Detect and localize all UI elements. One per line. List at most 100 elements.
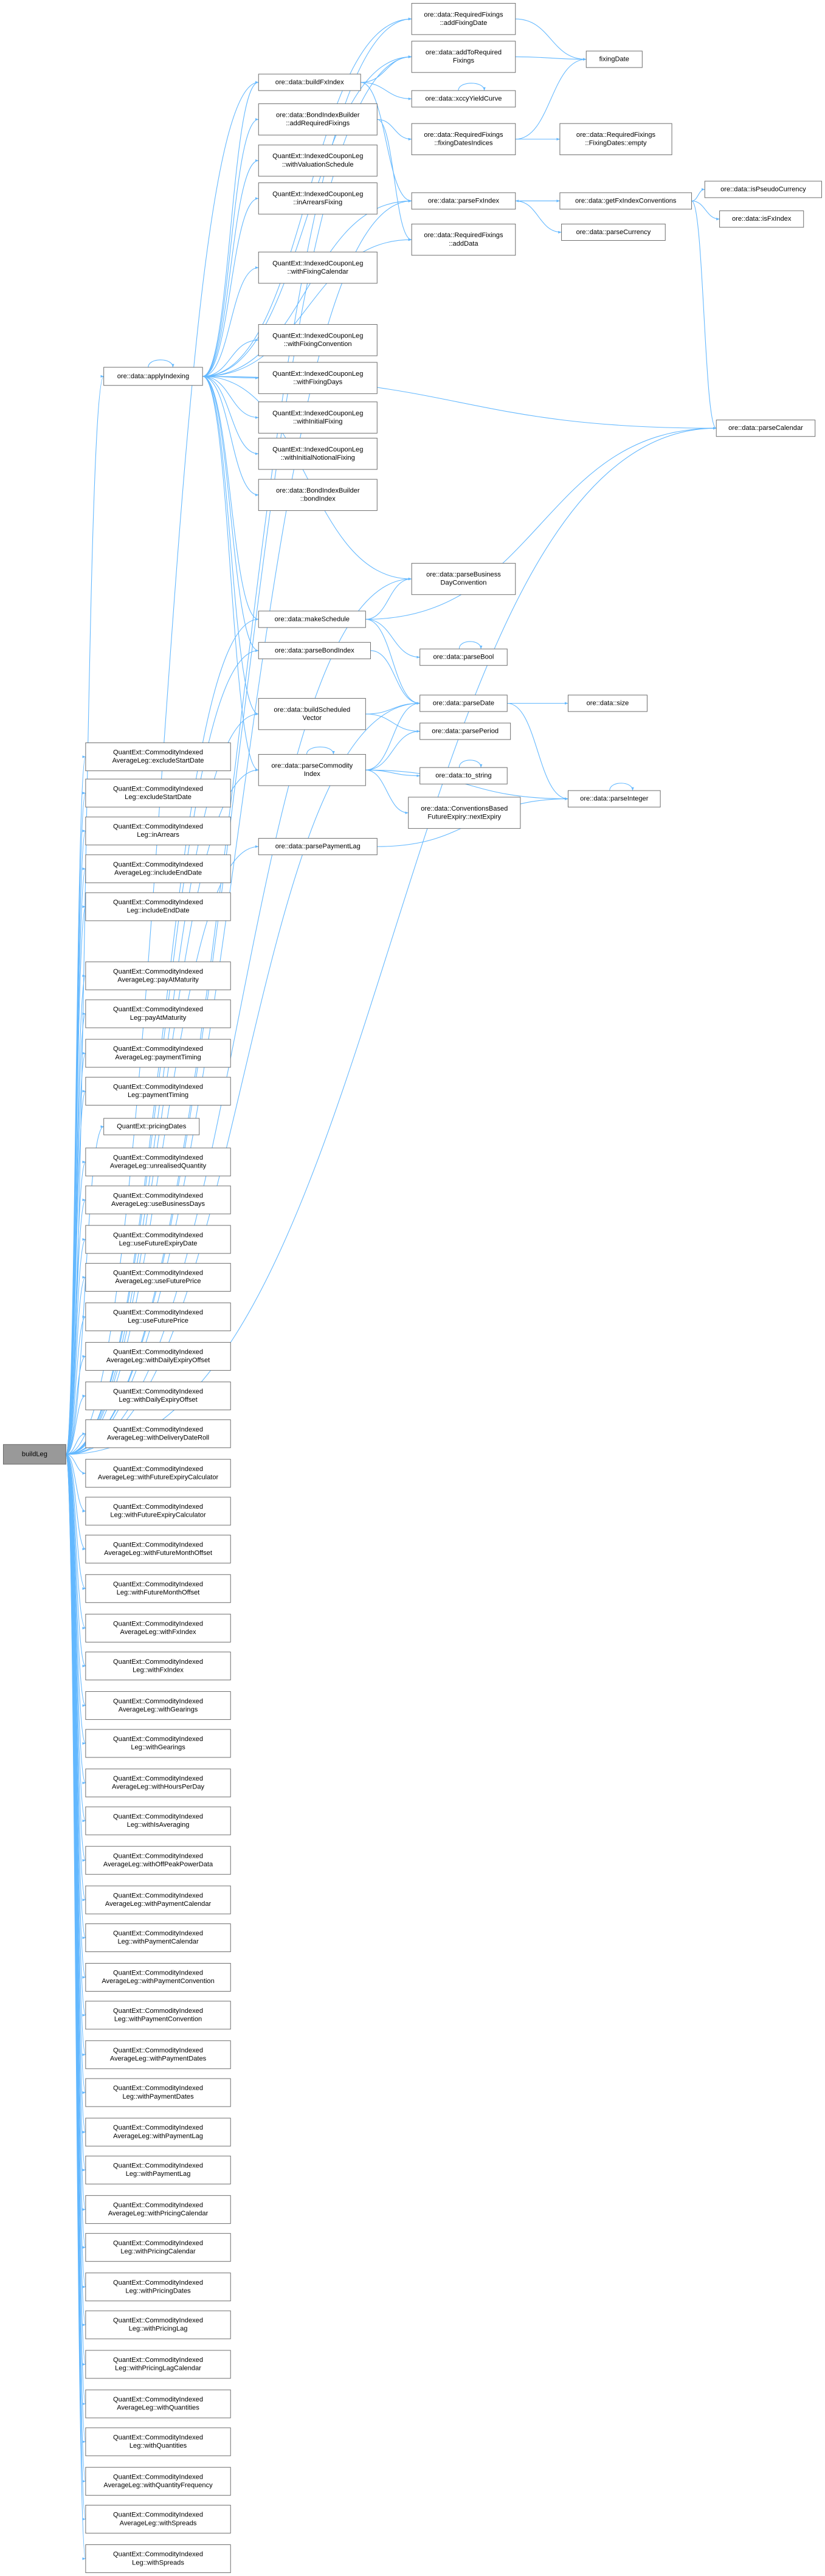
edge <box>306 746 335 755</box>
edge <box>202 376 259 716</box>
node: ore::data::RequiredFixings::FixingDates:… <box>559 123 672 156</box>
node: QuantExt::CommodityIndexedAverageLeg::us… <box>85 1262 231 1292</box>
node: QuantExt::CommodityIndexedAverageLeg::in… <box>85 854 231 884</box>
node-label: ::withValuationSchedule <box>282 161 354 168</box>
node-label: Leg::withPricingCalendar <box>120 2248 196 2255</box>
node-box <box>2 1444 66 1465</box>
node-label: ::fixingDatesIndices <box>434 140 493 147</box>
node-label: AverageLeg::unrealisedQuantity <box>110 1163 207 1170</box>
node-label: AverageLeg::withDailyExpiryOffset <box>106 1357 210 1364</box>
node-label: ore::data::size <box>587 699 629 707</box>
edge <box>515 58 587 140</box>
node-label: QuantExt::IndexedCouponLeg <box>272 260 363 267</box>
node-label: ore::data::makeSchedule <box>275 615 350 623</box>
node: QuantExt::IndexedCouponLeg::withFixingDa… <box>258 362 378 394</box>
node-label: ore::data::BondIndexBuilder <box>276 487 360 494</box>
node-label: QuantExt::IndexedCouponLeg <box>272 446 363 453</box>
node-label: QuantExt::CommodityIndexed <box>113 2085 203 2092</box>
node-label: QuantExt::CommodityIndexed <box>113 749 203 757</box>
node: ore::data::parsePaymentLag <box>258 838 378 856</box>
node-label: AverageLeg::includeEndDate <box>114 869 202 876</box>
node-label: ore::data::applyIndexing <box>117 373 189 380</box>
node-label: ::withFixingConvention <box>284 341 352 348</box>
node-label: Leg::useFutureExpiryDate <box>119 1240 198 1247</box>
node-label: QuantExt::pricingDates <box>117 1123 187 1130</box>
node-label: QuantExt::CommodityIndexed <box>113 2202 203 2209</box>
edge <box>202 266 259 377</box>
edge <box>609 783 634 791</box>
node-box <box>85 1342 231 1371</box>
edge <box>507 702 568 800</box>
node-label: AverageLeg::useFuturePrice <box>116 1278 201 1285</box>
node-box <box>258 838 378 856</box>
node-box <box>716 420 816 437</box>
node: QuantExt::CommodityIndexedAverageLeg::wi… <box>85 1846 231 1875</box>
node-label: ore::data::buildFxIndex <box>275 78 344 86</box>
node-label: QuantExt::CommodityIndexed <box>113 1466 203 1473</box>
node-box <box>85 2505 231 2534</box>
node: QuantExt::CommodityIndexedAverageLeg::wi… <box>85 2505 231 2534</box>
node-label: QuantExt::CommodityIndexed <box>113 2512 203 2519</box>
edge <box>66 769 259 1455</box>
node: QuantExt::CommodityIndexedLeg::payAtMatu… <box>85 999 231 1028</box>
node-label: QuantExt::CommodityIndexed <box>113 1698 203 1705</box>
node-label: Leg::withFutureMonthOffset <box>117 1589 200 1596</box>
node: QuantExt::CommodityIndexedLeg::withFutur… <box>85 1497 231 1526</box>
node-label: QuantExt::CommodityIndexed <box>113 2317 203 2324</box>
node-label: ore::data::parseCommodity <box>271 762 353 769</box>
edge <box>66 427 717 1455</box>
node-label: ore::data::parseCalendar <box>728 424 803 432</box>
node-label: ore::data::buildScheduled <box>274 706 350 713</box>
node-box <box>85 1846 231 1875</box>
node-box <box>85 1574 231 1603</box>
edge <box>377 119 412 241</box>
node-label: ::addRequiredFixings <box>286 120 350 127</box>
edge <box>361 81 412 203</box>
node-box <box>719 210 804 228</box>
node-label: Vector <box>303 715 322 722</box>
node-label: ore::data::parseDate <box>433 699 494 707</box>
edge <box>365 769 568 800</box>
node: ore::data::RequiredFixings::fixingDatesI… <box>411 123 516 156</box>
node-box <box>411 192 516 210</box>
node-label: QuantExt::IndexedCouponLeg <box>272 153 363 160</box>
node-box <box>85 1459 231 1488</box>
edge <box>365 702 420 715</box>
node: ore::data::parseBondIndex <box>258 642 371 659</box>
node: QuantExt::CommodityIndexedAverageLeg::un… <box>85 1148 231 1177</box>
node: ore::data::isPseudoCurrency <box>704 181 823 198</box>
node-box <box>85 1962 231 1992</box>
edge <box>66 1454 86 1475</box>
node: QuantExt::CommodityIndexedLeg::withFxInd… <box>85 1652 231 1681</box>
node-label: Leg::useFuturePrice <box>128 1317 188 1324</box>
edge <box>361 55 412 83</box>
node-label: AverageLeg::withDeliveryDateRoll <box>107 1434 209 1441</box>
node-label: QuantExt::CommodityIndexed <box>113 1736 203 1743</box>
node-box <box>85 743 231 772</box>
node-label: QuantExt::CommodityIndexed <box>113 1813 203 1820</box>
node-label: buildLeg <box>22 1450 47 1458</box>
node-box <box>704 181 823 198</box>
edge <box>202 376 259 621</box>
edge <box>202 339 259 377</box>
node: QuantExt::CommodityIndexedLeg::withPayme… <box>85 2001 231 2030</box>
edge <box>65 1315 86 1455</box>
node-label: ore::data::parseBondIndex <box>275 647 354 654</box>
node-box <box>85 2195 231 2224</box>
node-box <box>258 753 366 786</box>
node: QuantExt::CommodityIndexedAverageLeg::wi… <box>85 1342 231 1371</box>
node-box <box>85 1185 231 1214</box>
node-box <box>85 1652 231 1681</box>
node-box <box>103 367 203 386</box>
edge <box>66 1355 86 1455</box>
node-label: AverageLeg::payAtMaturity <box>117 976 199 983</box>
node: QuantExt::CommodityIndexedLeg::withFutur… <box>85 1574 231 1603</box>
edge <box>377 119 412 141</box>
node-label: QuantExt::CommodityIndexed <box>113 1309 203 1317</box>
edge <box>202 376 259 455</box>
node-box <box>85 2310 231 2339</box>
node-box <box>85 2427 231 2456</box>
edge <box>65 1276 86 1455</box>
node-label: AverageLeg::paymentTiming <box>115 1054 201 1061</box>
node: ore::data::RequiredFixings::addData <box>411 223 516 256</box>
